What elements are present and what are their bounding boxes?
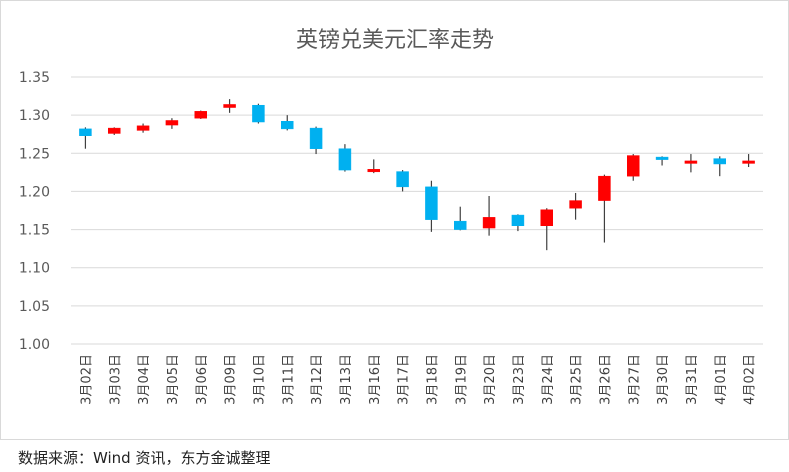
y-tick-label: 1.25 (19, 146, 50, 162)
x-tick-label: 3月25日 (570, 354, 585, 405)
x-tick-label: 4月01日 (714, 354, 729, 405)
candle (252, 103, 265, 124)
candle (425, 180, 438, 232)
x-tick-label: 3月20日 (483, 354, 498, 405)
candle-body (136, 125, 150, 131)
x-axis-tick-labels: 3月02日 3月03日 3月04日 3月05日 3月06日 3月09日 3月10日 3月11日… (79, 354, 757, 405)
candle-body (713, 158, 726, 165)
candle-body (338, 148, 352, 171)
candle (108, 127, 121, 135)
x-tick-label: 3月13日 (339, 354, 354, 405)
candle-body (367, 169, 380, 173)
candle-body (108, 127, 121, 134)
candles (79, 99, 755, 251)
candle (136, 123, 150, 133)
candle (367, 159, 380, 174)
candle (511, 214, 525, 232)
x-tick-label: 3月04日 (137, 354, 152, 405)
candle-body (281, 120, 294, 130)
y-tick-label: 1.30 (19, 108, 50, 124)
x-tick-label: 3月10日 (252, 354, 267, 405)
chart-frame: 英镑兑美元汇率走势 1.35 1.30 1.25 1.20 1.15 1.10 1.05 1.… (0, 0, 789, 440)
x-tick-label: 3月05日 (166, 354, 181, 405)
x-tick-label: 3月26日 (598, 354, 613, 405)
y-tick-label: 1.20 (19, 184, 50, 200)
candle (540, 208, 553, 251)
candle-body (454, 220, 467, 230)
x-tick-label: 3月02日 (79, 354, 94, 405)
y-tick-label: 1.00 (19, 337, 50, 353)
candle (194, 110, 207, 119)
candle (281, 115, 294, 131)
candle (165, 118, 179, 129)
chart-title: 英镑兑美元汇率走势 (296, 28, 494, 53)
x-tick-label: 3月18日 (425, 354, 440, 405)
y-tick-label: 1.35 (19, 70, 50, 86)
candle (598, 174, 611, 243)
candle (396, 170, 409, 192)
x-tick-label: 3月19日 (454, 354, 469, 405)
x-tick-label: 3月24日 (541, 354, 556, 405)
y-axis-tick-labels: 1.35 1.30 1.25 1.20 1.15 1.10 1.05 1.00 (19, 70, 50, 353)
candle-body (627, 155, 640, 177)
candle-body (598, 175, 611, 201)
candle-body (482, 217, 496, 229)
x-tick-label: 3月09日 (224, 354, 239, 405)
candle (79, 127, 92, 149)
x-tick-label: 3月06日 (195, 354, 210, 405)
candle (713, 156, 726, 177)
candle (482, 196, 496, 236)
y-tick-label: 1.15 (19, 223, 50, 239)
candle (338, 144, 352, 172)
candle (454, 206, 467, 231)
source-note: 数据来源：Wind 资讯，东方金诚整理 (18, 449, 271, 467)
x-tick-label: 3月11日 (281, 354, 296, 405)
candle-body (684, 160, 698, 164)
candle-body (569, 200, 582, 209)
candle-body (165, 120, 179, 126)
x-tick-label: 3月30日 (656, 354, 671, 405)
candle-body (396, 171, 409, 188)
x-tick-label: 3月12日 (310, 354, 325, 405)
candle (627, 154, 640, 181)
y-tick-label: 1.10 (19, 261, 50, 277)
candle (742, 154, 755, 168)
candle-body (309, 127, 323, 149)
candle-body (742, 160, 755, 164)
gridlines (71, 76, 763, 345)
candle-body (425, 186, 438, 220)
candle-body (655, 156, 669, 160)
candle-body (252, 104, 265, 123)
x-tick-label: 3月27日 (627, 354, 642, 405)
x-tick-label: 3月23日 (512, 354, 527, 405)
candle-body (223, 104, 236, 108)
x-tick-label: 3月17日 (397, 354, 412, 405)
candle-body (540, 209, 553, 227)
y-tick-label: 1.05 (19, 299, 50, 315)
candle (655, 156, 669, 166)
x-tick-label: 3月16日 (368, 354, 383, 405)
candle-body (511, 214, 525, 227)
candle-body (194, 111, 207, 119)
candle (569, 192, 582, 220)
x-tick-label: 3月31日 (685, 354, 700, 405)
candle (223, 99, 236, 113)
candle-body (79, 128, 92, 136)
candle (684, 154, 698, 173)
x-tick-label: 3月03日 (108, 354, 123, 405)
candlestick-chart: 英镑兑美元汇率走势 1.351.301.251.201.151.101.051.… (19, 28, 763, 405)
candle (309, 126, 323, 155)
x-tick-label: 4月02日 (743, 354, 758, 405)
